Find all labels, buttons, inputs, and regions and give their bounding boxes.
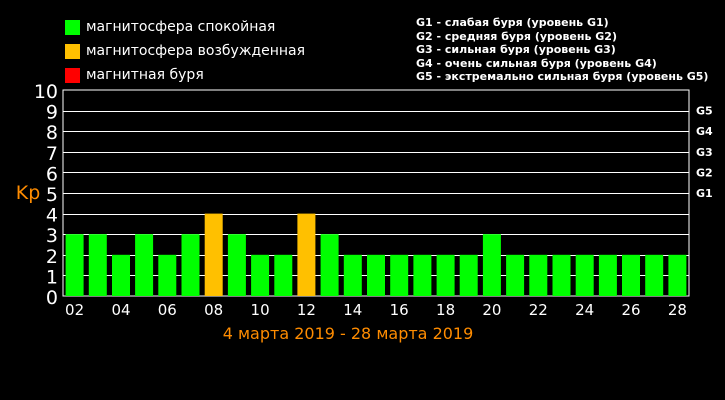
storm-level-legend: G1 - слабая буря (уровень G1) G2 - средн… [416,16,708,84]
x-axis-title: 4 марта 2019 - 28 марта 2019 [223,324,474,343]
bar [436,254,455,296]
bar [88,234,107,296]
g-level-label: G3 [696,146,713,159]
bar [506,254,525,296]
x-tick-label: 04 [111,301,130,319]
x-tick-label: 18 [436,301,455,319]
x-tick-label: 26 [621,301,640,319]
y-tick-label: 2 [46,246,58,268]
storm-level-g3: G3 - сильная буря (уровень G3) [416,43,616,56]
storm-level-g4: G4 - очень сильная буря (уровень G4) [416,56,657,70]
g-level-label: G1 [696,187,713,200]
bar [343,254,362,296]
g-level-label: G5 [696,105,713,118]
bar [320,234,339,296]
legend-item-disturbed: магнитосфера возбужденная [65,40,305,62]
bar [668,254,687,296]
g-level-label: G2 [696,166,713,179]
bar [274,254,293,296]
storm-level-g5: G5 - экстремально сильная буря (уровень … [416,70,709,83]
y-tick-label: 9 [46,102,58,124]
bar [529,254,548,296]
legend-item-calm: магнитосфера спокойная [65,16,305,38]
x-tick-label: 02 [65,301,84,319]
storm-level-g2: G2 - средняя буря (уровень G2) [416,29,617,43]
bar [135,234,154,296]
x-tick-label: 06 [158,301,177,319]
y-tick-label: 4 [46,205,58,227]
bar [645,254,664,296]
bar [297,213,316,296]
storm-swatch [65,67,80,83]
bar [181,234,200,296]
bar [622,254,640,296]
y-tick-label: 1 [46,266,58,288]
y-tick-label: 7 [46,143,58,165]
bar [552,254,571,296]
disturbed-swatch [65,43,80,59]
y-axis-title: Kp [16,182,41,204]
legend-item-storm: магнитная буря [65,64,305,86]
bar [367,254,385,296]
y-tick-label: 8 [46,122,58,144]
bar [575,254,594,296]
x-tick-label: 16 [390,301,409,319]
y-tick-label: 3 [46,225,58,247]
bar [158,254,177,296]
bar [227,234,246,296]
x-tick-label: 20 [482,301,501,319]
bar [65,234,84,296]
bar [204,213,223,296]
y-tick-label: 6 [46,163,58,185]
x-tick-label: 14 [343,301,362,319]
bar [390,254,409,296]
bar [413,254,432,296]
storm-level-g1: G1 - слабая буря (уровень G1) [416,16,609,29]
x-tick-label: 24 [575,301,594,319]
legend-label-disturbed: магнитосфера возбужденная [86,43,306,59]
x-tick-label: 08 [204,301,223,319]
legend-label-calm: магнитосфера спокойная [86,19,276,35]
g-level-label: G4 [696,125,713,138]
x-tick-label: 12 [297,301,316,319]
calm-swatch [65,19,80,35]
y-tick-label: 5 [46,184,58,206]
bar [598,254,617,296]
y-tick-label: 10 [34,81,58,103]
y-tick-label: 0 [46,287,58,309]
bar [459,254,478,296]
x-tick-label: 28 [668,301,687,319]
legend: магнитосфера спокойная магнитосфера возб… [65,16,305,88]
bar [482,234,501,296]
x-tick-label: 10 [251,301,270,319]
x-tick-label: 22 [529,301,548,319]
legend-label-storm: магнитная буря [86,67,204,83]
bar [112,254,130,296]
bar [251,254,270,296]
